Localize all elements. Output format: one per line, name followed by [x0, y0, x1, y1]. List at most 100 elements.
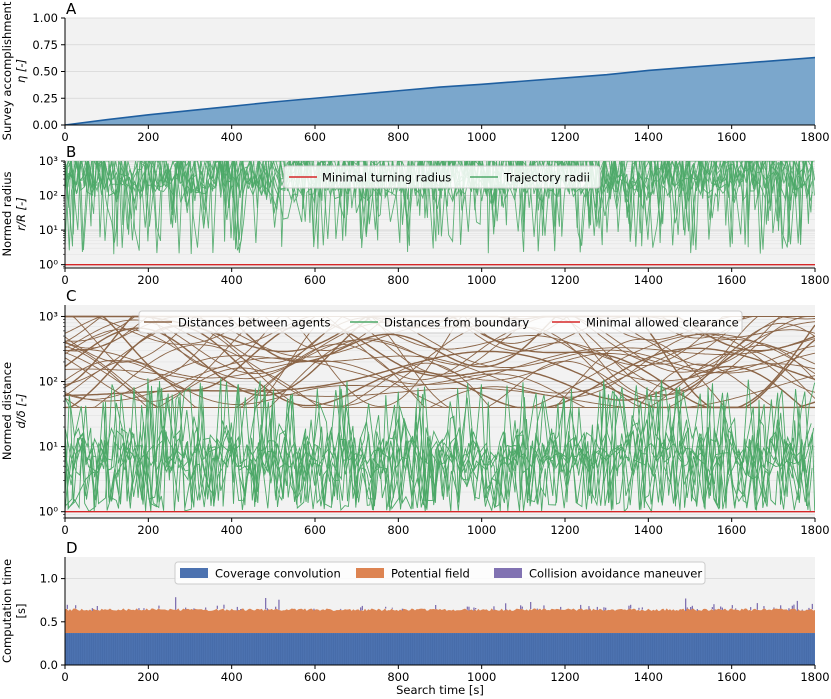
y-tick-label: 0.0 — [40, 658, 58, 672]
collision-avoidance-bar — [750, 607, 752, 610]
x-tick-label: 1000 — [467, 130, 496, 144]
collision-avoidance-bar — [793, 604, 795, 609]
x-tick-label: 400 — [221, 130, 243, 144]
collision-avoidance-bars — [66, 597, 813, 611]
x-tick-label: 0 — [61, 523, 68, 537]
trajectory-radius-line — [65, 161, 814, 255]
x-tick-label: 1400 — [634, 273, 663, 287]
collision-avoidance-bar — [360, 607, 362, 611]
y-tick-label: 10⁰ — [39, 505, 59, 519]
collision-avoidance-bar — [788, 608, 790, 611]
collision-avoidance-bar — [340, 608, 342, 610]
panel-a-ylabel-line2: η [-] — [14, 59, 28, 83]
legend-collision-swatch — [494, 568, 522, 578]
y-tick-label: 10⁰ — [39, 258, 59, 272]
collision-avoidance-bar — [696, 609, 698, 611]
x-tick-label: 1600 — [717, 523, 746, 537]
legend-minimal-turning-radius-label: Minimal turning radius — [322, 171, 451, 185]
collision-avoidance-bar — [216, 605, 218, 609]
collision-avoidance-bar — [530, 602, 532, 609]
collision-avoidance-bar — [711, 607, 713, 610]
x-tick-label: 1200 — [550, 273, 579, 287]
collision-avoidance-bar — [466, 606, 468, 610]
collision-avoidance-bar — [691, 605, 693, 610]
x-tick-label: 400 — [221, 670, 243, 684]
collision-avoidance-bar — [560, 606, 562, 610]
agent-distance-line — [65, 317, 815, 408]
panel-b-ylabel-line2: r/R [-] — [14, 197, 28, 230]
panel-letter-c: C — [66, 287, 76, 305]
collision-avoidance-bar — [175, 597, 177, 610]
y-tick-label: 10² — [39, 375, 58, 389]
panel-b-legend: Minimal turning radius Trajectory radii — [283, 165, 601, 189]
panel-letter-d: D — [66, 539, 78, 557]
collision-avoidance-bar — [596, 606, 598, 610]
y-tick-label: 10³ — [39, 309, 59, 323]
panel-b-ylabel-line1: Normed radius — [0, 172, 14, 257]
agent-distance-line — [65, 333, 815, 408]
collision-avoidance-bar — [75, 605, 77, 609]
collision-avoidance-bar — [756, 603, 758, 610]
legend-potential-swatch — [356, 568, 384, 578]
survey-accomplishment-line — [65, 56, 815, 125]
collision-avoidance-bar — [628, 605, 630, 610]
x-tick-label: 0 — [61, 273, 68, 287]
x-tick-label: 0 — [61, 670, 68, 684]
y-tick-label: 0.5 — [40, 615, 58, 629]
panel-c-ylabel-line2: d/δ [-] — [14, 394, 28, 429]
x-tick-label: 600 — [304, 273, 326, 287]
legend-agents-label: Distances between agents — [178, 316, 331, 330]
boundary-distance-line — [65, 379, 813, 511]
x-axis-label: Search time [s] — [396, 683, 484, 697]
collision-avoidance-bar — [763, 606, 765, 609]
panel-d-plot — [65, 597, 815, 665]
agent-distance-line — [65, 316, 815, 391]
collision-avoidance-bar — [473, 607, 475, 611]
panel-d-legend: Coverage convolution Potential field Col… — [174, 561, 706, 585]
collision-avoidance-bar — [475, 608, 477, 610]
panel-c-ylabel-line1: Normed distance — [0, 362, 14, 460]
x-tick-label: 1600 — [717, 273, 746, 287]
axes-spines — [64, 18, 815, 666]
collision-avoidance-bar — [205, 607, 207, 610]
x-tick-label: 800 — [387, 130, 409, 144]
coverage-bar-stripes — [65, 633, 814, 665]
collision-avoidance-bar — [521, 606, 523, 609]
collision-avoidance-bar — [720, 606, 722, 610]
x-tick-label: 400 — [221, 273, 243, 287]
collision-avoidance-bar — [690, 607, 692, 610]
x-tick-label: 1000 — [467, 670, 496, 684]
x-tick-label: 800 — [387, 273, 409, 287]
collision-avoidance-bar — [605, 607, 607, 610]
collision-avoidance-bar — [275, 606, 277, 610]
collision-avoidance-bar — [266, 608, 268, 611]
panel-a-ylabel-line1: Survey accomplishment — [0, 1, 14, 140]
collision-avoidance-bar — [686, 607, 688, 609]
y-tick-label: 10¹ — [39, 440, 58, 454]
x-tick-label: 1400 — [634, 130, 663, 144]
boundary-distance-line — [65, 382, 812, 513]
x-tick-label: 200 — [137, 273, 159, 287]
x-tick-label: 200 — [137, 130, 159, 144]
x-tick-label: 800 — [387, 523, 409, 537]
x-tick-label: 200 — [137, 523, 159, 537]
boundary-distance-line — [65, 385, 812, 512]
legend-collision-label: Collision avoidance maneuver — [529, 567, 702, 581]
y-tick-label: 10¹ — [39, 223, 58, 237]
collision-avoidance-bar — [265, 598, 267, 610]
collision-avoidance-bar — [91, 608, 93, 611]
agent-distance-line — [65, 316, 815, 408]
collision-avoidance-bar — [588, 606, 590, 610]
x-tick-label: 600 — [304, 523, 326, 537]
y-tick-label: 0.00 — [32, 118, 58, 132]
collision-avoidance-bar — [143, 608, 145, 610]
x-tick-label: 1800 — [800, 273, 829, 287]
collision-avoidance-bar — [721, 607, 723, 610]
collision-avoidance-bar — [236, 606, 238, 611]
collision-avoidance-bar — [638, 607, 640, 610]
potential-field-bars — [65, 608, 815, 634]
y-tick-label: 1.0 — [40, 572, 58, 586]
y-tick-label: 10² — [39, 189, 58, 203]
collision-avoidance-bar — [685, 598, 687, 611]
axis-ticks: 0.000.250.500.751.000 200 400 600 800 1000 120… — [32, 11, 829, 684]
